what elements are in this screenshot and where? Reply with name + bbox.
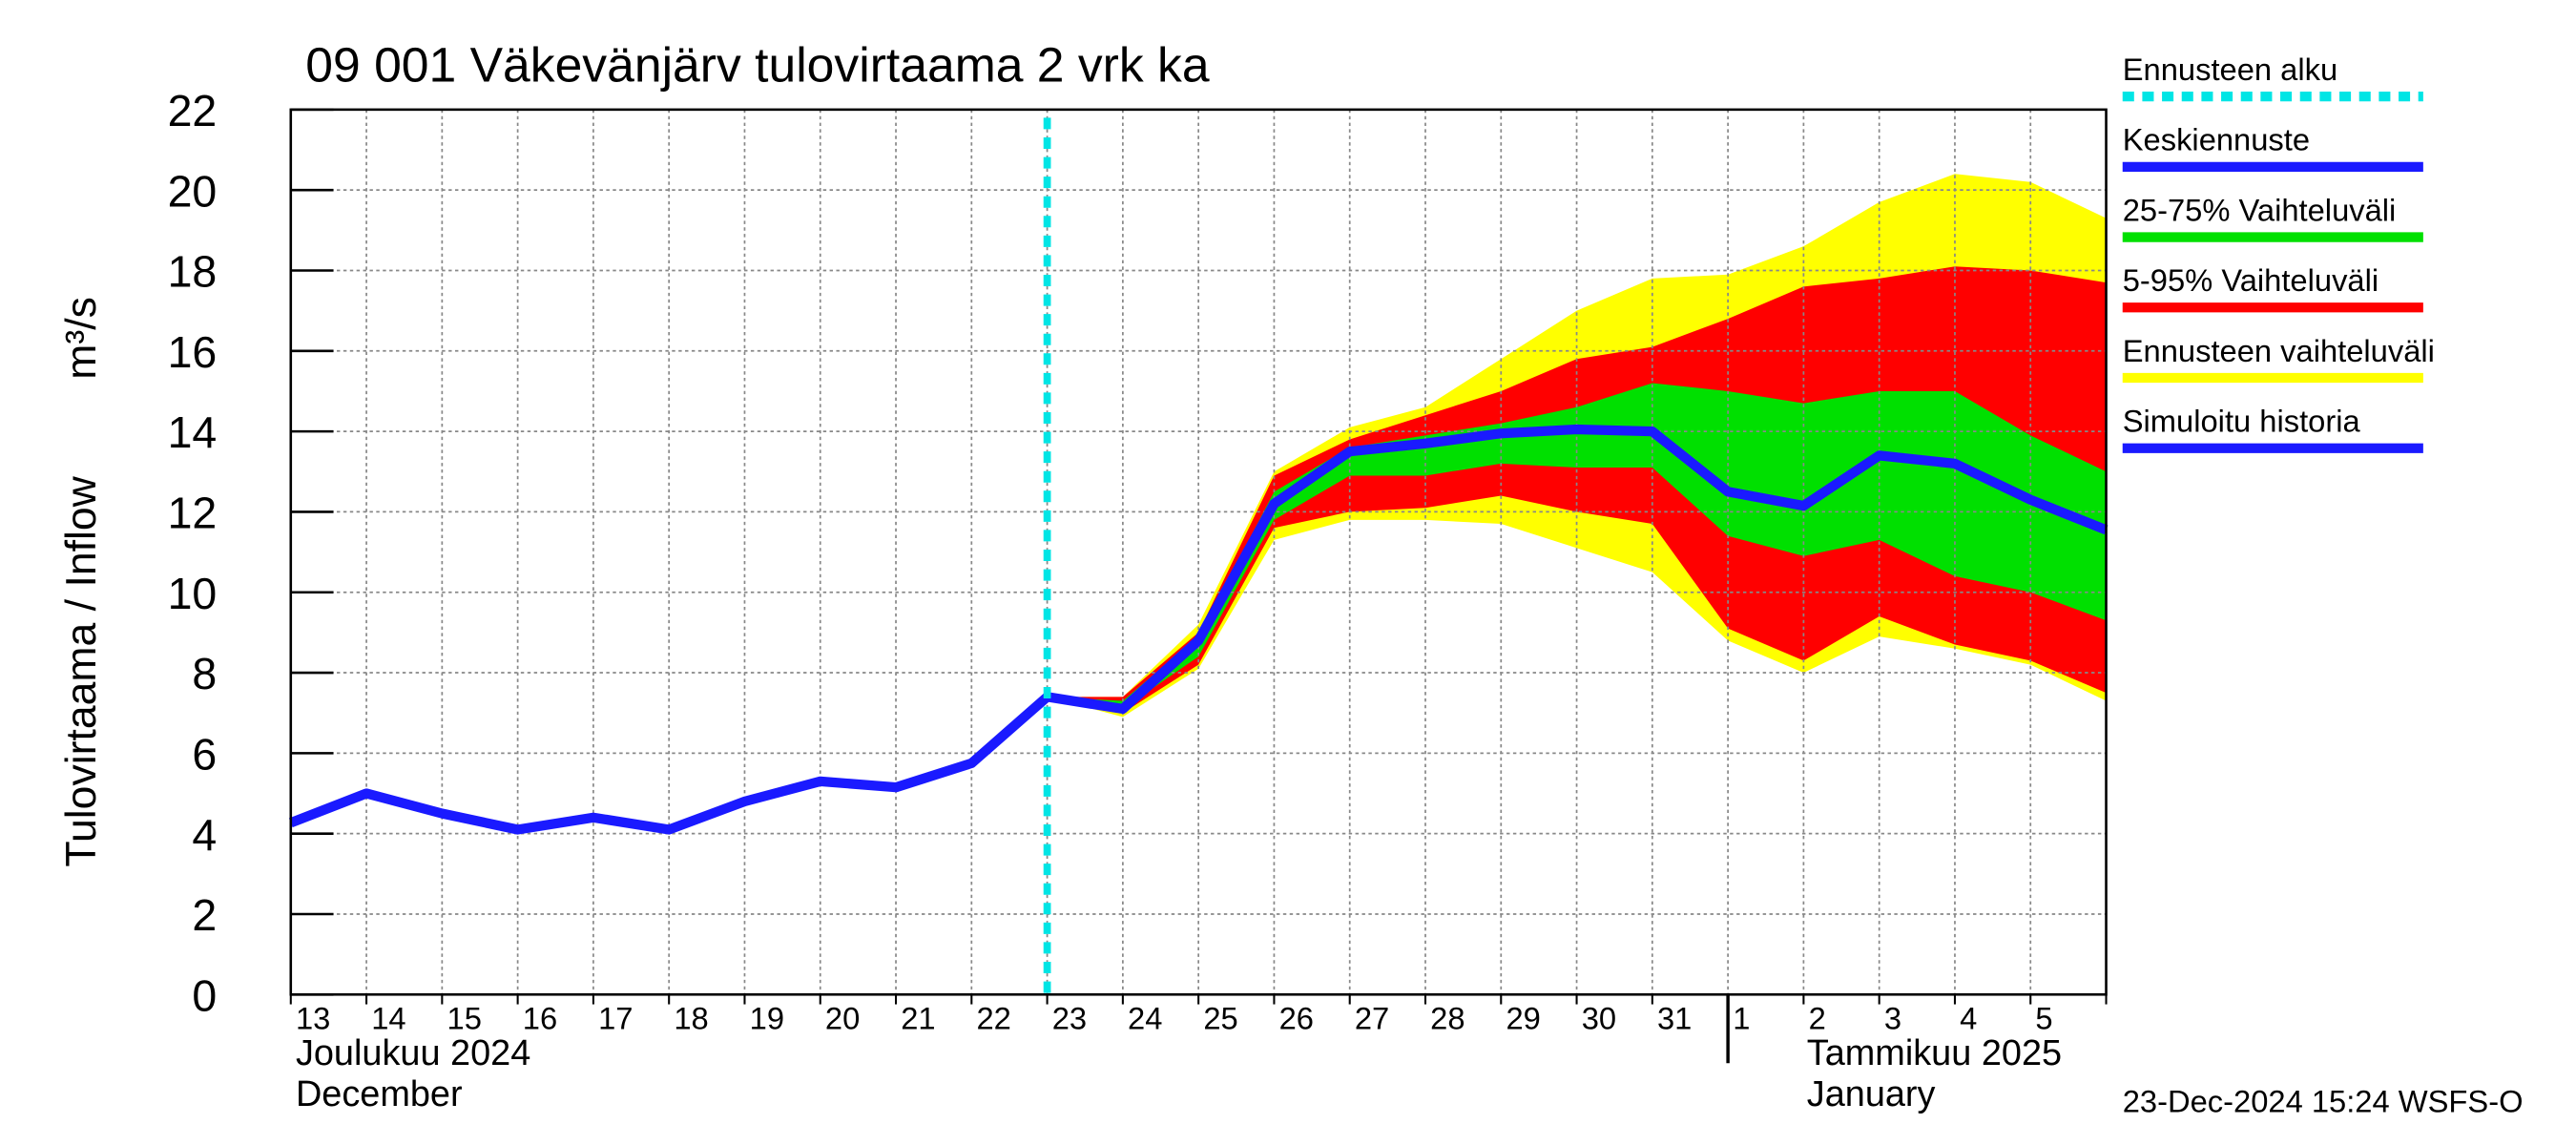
x-tick-label: 31 — [1657, 1000, 1692, 1035]
legend-label: 25-75% Vaihteluväli — [2123, 192, 2397, 227]
x-tick-label: 18 — [674, 1000, 708, 1035]
legend-label: Ennusteen vaihteluväli — [2123, 333, 2435, 368]
y-tick-label: 2 — [192, 890, 217, 940]
x-tick-label: 24 — [1128, 1000, 1162, 1035]
x-tick-label: 5 — [2035, 1000, 2052, 1035]
y-tick-label: 18 — [168, 247, 218, 297]
line — [1046, 424, 2109, 715]
x-tick-label: 21 — [901, 1000, 935, 1035]
x-tick-label: 28 — [1430, 1000, 1465, 1035]
x-tick-label: 19 — [750, 1000, 784, 1035]
x-tick-label: 1 — [1733, 1000, 1750, 1035]
plot-frame — [289, 108, 2108, 996]
y-tick-label: 10 — [168, 569, 218, 618]
x-tick-label: 15 — [447, 1000, 482, 1035]
y-tick-label: 22 — [168, 86, 218, 135]
y-tick-label: 0 — [192, 971, 217, 1021]
month-label: Joulukuu 2024 — [296, 1033, 530, 1073]
x-tick-label: 22 — [976, 1000, 1010, 1035]
month-label: Tammikuu 2025 — [1807, 1033, 2062, 1073]
x-tick-label: 4 — [1960, 1000, 1977, 1035]
x-tick-label: 20 — [825, 1000, 860, 1035]
chart-title: 09 001 Väkevänjärv tulovirtaama 2 vrk ka — [305, 37, 1210, 93]
timestamp: 23-Dec-2024 15:24 WSFS-O — [2123, 1084, 2524, 1119]
x-tick-label: 3 — [1884, 1000, 1901, 1035]
legend-label: 5-95% Vaihteluväli — [2123, 262, 2379, 298]
legend-label: Keskiennuste — [2123, 122, 2310, 157]
band — [1047, 383, 2107, 709]
x-tick-label: 17 — [598, 1000, 633, 1035]
x-tick-label: 14 — [371, 1000, 405, 1035]
y-tick-label: 16 — [168, 327, 218, 377]
x-tick-label: 16 — [523, 1000, 557, 1035]
x-tick-label: 25 — [1203, 1000, 1237, 1035]
month-label: December — [296, 1074, 463, 1114]
y-tick-label: 4 — [192, 810, 217, 860]
x-tick-label: 13 — [296, 1000, 330, 1035]
x-tick-label: 2 — [1809, 1000, 1826, 1035]
y-tick-label: 8 — [192, 649, 217, 698]
x-tick-label: 23 — [1052, 1000, 1087, 1035]
line — [288, 693, 1051, 835]
y-tick-label: 6 — [192, 730, 217, 780]
y-axis-unit: m³/s — [58, 297, 105, 380]
y-tick-label: 20 — [168, 166, 218, 216]
x-tick-label: 30 — [1582, 1000, 1616, 1035]
y-tick-label: 12 — [168, 489, 218, 538]
legend-label: Ennusteen alku — [2123, 52, 2337, 87]
y-axis-label: Tulovirtaama / Inflow — [58, 475, 105, 866]
x-tick-label: 27 — [1355, 1000, 1389, 1035]
legend-label: Simuloitu historia — [2123, 404, 2361, 439]
y-tick-label: 14 — [168, 407, 218, 457]
x-tick-label: 29 — [1506, 1000, 1540, 1035]
x-tick-label: 26 — [1279, 1000, 1314, 1035]
month-label: January — [1807, 1074, 1936, 1114]
